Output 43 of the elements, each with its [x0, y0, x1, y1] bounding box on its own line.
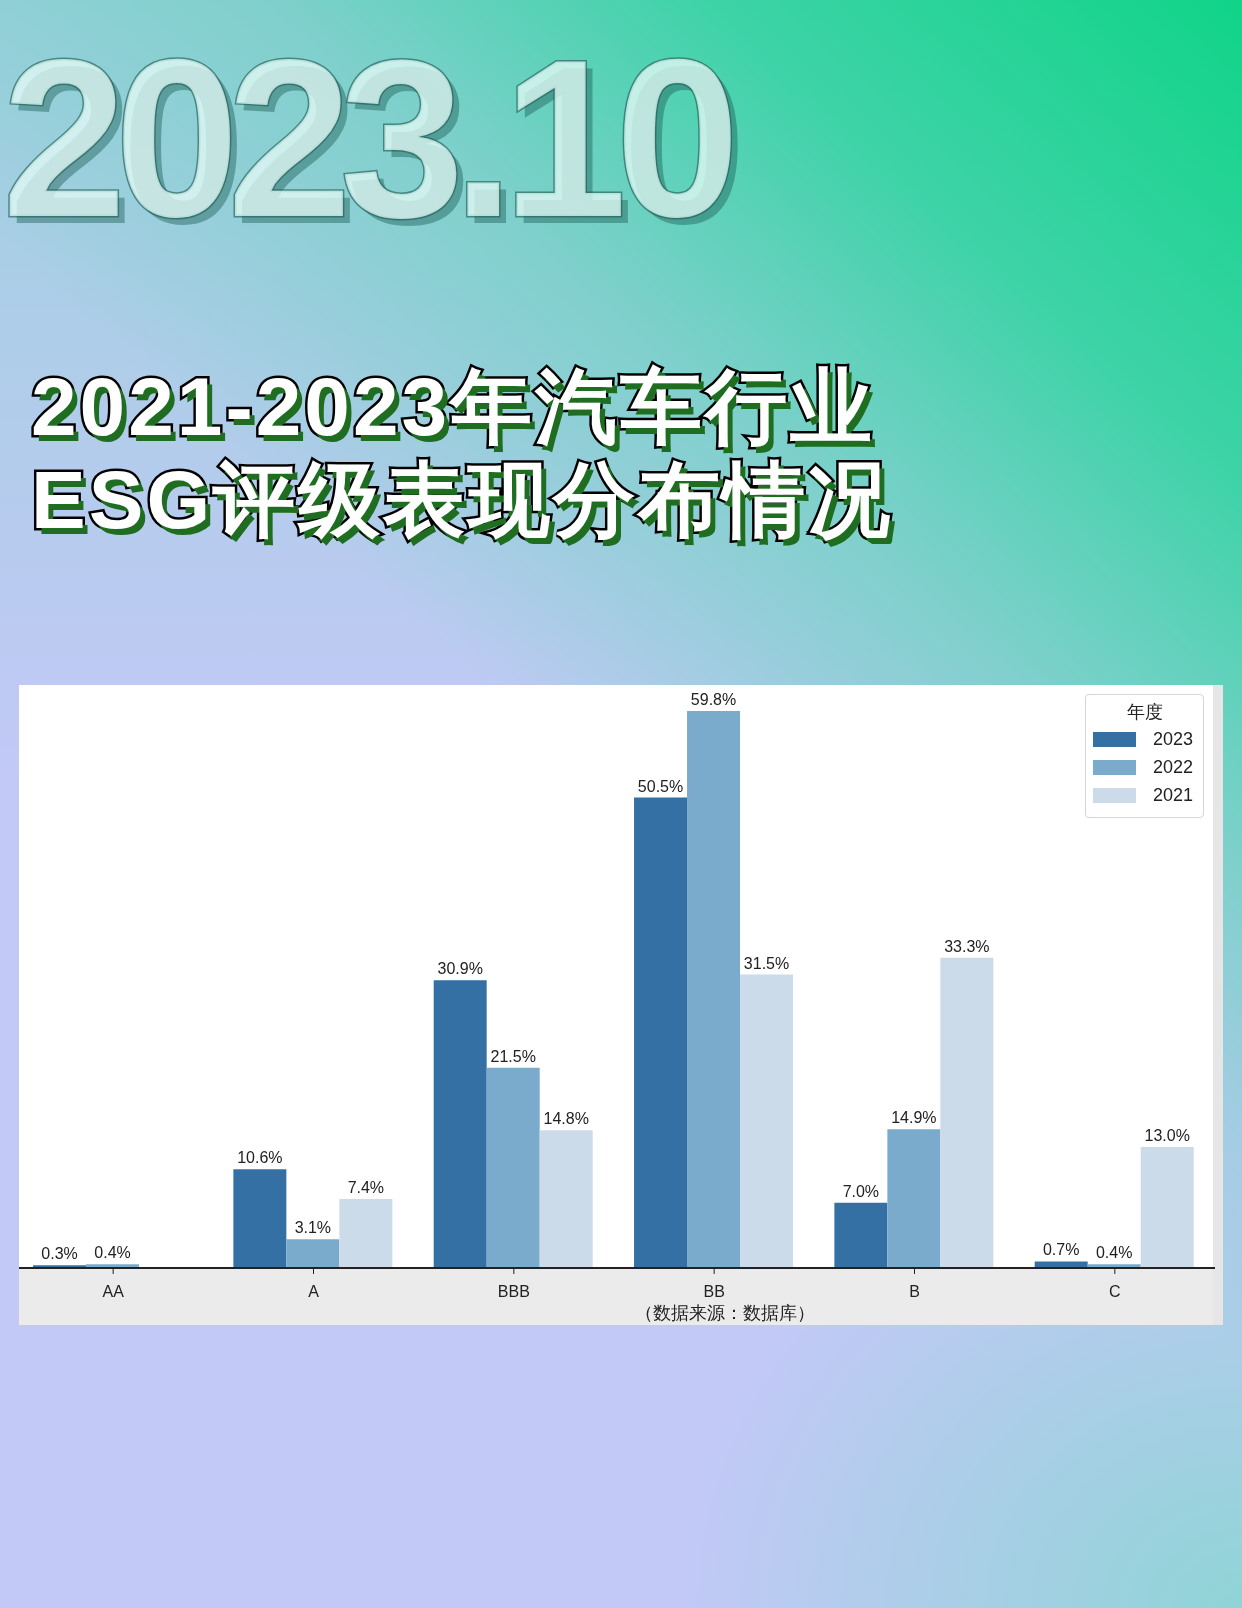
data-label: 33.3% — [944, 937, 990, 955]
bar — [1034, 1261, 1088, 1268]
bar — [1140, 1146, 1194, 1268]
data-label: 0.7% — [1042, 1241, 1080, 1259]
bar — [887, 1129, 941, 1268]
bar — [339, 1199, 393, 1268]
bar — [740, 974, 794, 1268]
legend-label: 2021 — [1153, 784, 1194, 806]
bar — [834, 1202, 888, 1268]
bar — [433, 980, 487, 1268]
data-label: 14.8% — [543, 1110, 589, 1128]
bar — [940, 957, 994, 1268]
x-tick-label: AA — [102, 1283, 125, 1300]
legend-title: 年度 — [1125, 701, 1164, 724]
bar — [687, 711, 741, 1268]
data-label: 7.0% — [842, 1182, 880, 1200]
data-label: 7.4% — [347, 1179, 385, 1197]
x-tick-label: A — [308, 1283, 320, 1300]
legend-label: 2023 — [1153, 728, 1194, 750]
x-tick-label: B — [909, 1283, 920, 1300]
data-label: 50.5% — [637, 777, 684, 795]
data-label: 59.8% — [690, 691, 737, 708]
bar — [539, 1130, 593, 1268]
data-label: 0.4% — [1095, 1244, 1133, 1262]
data-label: 21.5% — [490, 1047, 536, 1065]
chart-title: 2021-2023年汽车行业ESG评级表现分布情况 — [31, 360, 895, 546]
legend-label: 2022 — [1153, 756, 1194, 778]
data-label: 0.3% — [41, 1245, 78, 1263]
data-label: 31.5% — [743, 954, 790, 972]
data-label: 0.4% — [94, 1244, 131, 1262]
x-tick-label: BBB — [497, 1283, 530, 1300]
x-tick-label: BB — [703, 1283, 725, 1300]
data-label: 13.0% — [1144, 1126, 1190, 1144]
data-label: 3.1% — [294, 1219, 332, 1237]
text: （数据来源：数据库） — [634, 1302, 816, 1324]
x-tick-label: C — [1109, 1283, 1121, 1300]
data-label: 10.6% — [237, 1149, 283, 1167]
bar — [233, 1169, 287, 1268]
bar — [286, 1239, 340, 1268]
bar — [486, 1067, 540, 1268]
bar — [634, 797, 688, 1268]
data-label: 30.9% — [437, 960, 483, 978]
data-label: 14.9% — [891, 1109, 937, 1127]
